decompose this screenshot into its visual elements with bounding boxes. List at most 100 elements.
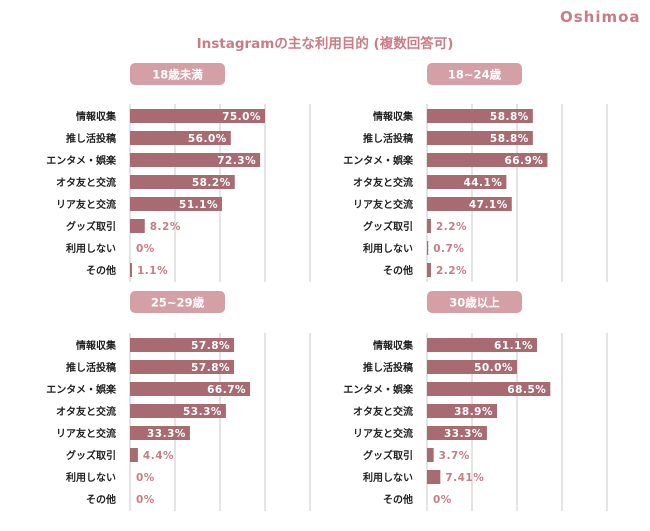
category-label: その他	[383, 493, 413, 506]
value-label: 53.3%	[183, 406, 222, 418]
bar	[130, 448, 138, 462]
bar	[427, 263, 431, 277]
value-label: 0%	[136, 494, 155, 506]
value-label: 4.4%	[143, 450, 174, 462]
value-label: 38.9%	[454, 406, 493, 418]
value-label: 33.3%	[147, 428, 186, 440]
category-label: グッズ取引	[66, 449, 116, 462]
category-label: 情報収集	[373, 110, 414, 123]
bar	[130, 382, 251, 396]
bar	[427, 404, 498, 418]
value-label: 51.1%	[179, 199, 218, 211]
bar	[427, 131, 533, 145]
value-label: 75.0%	[222, 111, 261, 123]
category-label: 利用しない	[363, 471, 413, 484]
bar	[130, 404, 226, 418]
bar	[130, 219, 145, 233]
bar	[130, 153, 261, 167]
bar	[427, 382, 551, 396]
bar	[427, 360, 517, 374]
value-label: 61.1%	[494, 340, 533, 352]
category-label: グッズ取引	[66, 220, 116, 233]
bar	[130, 109, 265, 123]
bar	[427, 426, 487, 440]
value-label: 33.3%	[444, 428, 483, 440]
category-label: 情報収集	[373, 339, 414, 352]
bar	[427, 197, 512, 211]
value-label: 0.7%	[433, 243, 464, 255]
category-label: エンタメ・娯楽	[343, 154, 414, 167]
category-label: その他	[383, 264, 413, 277]
category-label: 利用しない	[66, 242, 116, 255]
category-label: エンタメ・娯楽	[343, 383, 414, 396]
bar	[427, 470, 441, 484]
bar	[427, 219, 431, 233]
chart-title: Instagramの主な利用目的 (複数回答可)	[196, 36, 454, 52]
category-label: オタ友と交流	[353, 405, 413, 418]
panel-header	[427, 63, 522, 85]
panel-header	[130, 63, 225, 85]
value-label: 72.3%	[217, 155, 256, 167]
value-label: 1.1%	[137, 265, 168, 277]
value-label: 50.0%	[474, 362, 513, 374]
panel-title: 18歳未満	[152, 68, 203, 82]
category-label: その他	[86, 493, 116, 506]
category-label: グッズ取引	[363, 220, 413, 233]
category-label: 情報収集	[76, 339, 117, 352]
category-label: オタ友と交流	[56, 405, 116, 418]
category-label: 利用しない	[363, 242, 413, 255]
value-label: 2.2%	[436, 265, 467, 277]
category-label: 推し活投稿	[363, 132, 413, 145]
category-label: リア友と交流	[353, 427, 413, 440]
brand-logo: Oshimoa	[560, 8, 641, 26]
bar	[427, 175, 507, 189]
value-label: 0%	[433, 494, 452, 506]
bar	[130, 338, 235, 352]
value-label: 44.1%	[463, 177, 502, 189]
category-label: エンタメ・娯楽	[46, 154, 117, 167]
value-label: 66.9%	[504, 155, 543, 167]
value-label: 0%	[136, 472, 155, 484]
value-label: 3.7%	[439, 450, 470, 462]
bar	[130, 175, 235, 189]
bar	[427, 109, 533, 123]
value-label: 68.5%	[507, 384, 546, 396]
bar	[130, 131, 231, 145]
category-label: リア友と交流	[56, 427, 116, 440]
category-label: 情報収集	[76, 110, 117, 123]
value-label: 58.2%	[192, 177, 231, 189]
bar	[427, 338, 537, 352]
bar	[427, 153, 548, 167]
bar	[427, 448, 434, 462]
panel-title: 25~29歳	[151, 296, 205, 310]
value-label: 7.41%	[445, 472, 484, 484]
panel-header	[130, 291, 225, 313]
category-label: オタ友と交流	[353, 176, 413, 189]
category-label: グッズ取引	[363, 449, 413, 462]
bar	[427, 241, 429, 255]
value-label: 47.1%	[469, 199, 508, 211]
value-label: 0%	[136, 243, 155, 255]
value-label: 2.2%	[436, 221, 467, 233]
bar	[130, 197, 222, 211]
value-label: 56.0%	[188, 133, 227, 145]
value-label: 57.8%	[191, 340, 230, 352]
category-label: リア友と交流	[56, 198, 116, 211]
category-label: 推し活投稿	[66, 132, 116, 145]
value-label: 66.7%	[207, 384, 246, 396]
value-label: 58.8%	[490, 111, 529, 123]
panel-header	[427, 291, 522, 313]
value-label: 58.8%	[490, 133, 529, 145]
category-label: 推し活投稿	[363, 361, 413, 374]
panel-title: 18~24歳	[448, 68, 502, 82]
category-label: 推し活投稿	[66, 361, 116, 374]
category-label: エンタメ・娯楽	[46, 383, 117, 396]
category-label: その他	[86, 264, 116, 277]
bar	[130, 360, 235, 374]
category-label: オタ友と交流	[56, 176, 116, 189]
bar	[130, 263, 132, 277]
category-label: 利用しない	[66, 471, 116, 484]
value-label: 8.2%	[150, 221, 181, 233]
panel-title: 30歳以上	[449, 296, 500, 310]
